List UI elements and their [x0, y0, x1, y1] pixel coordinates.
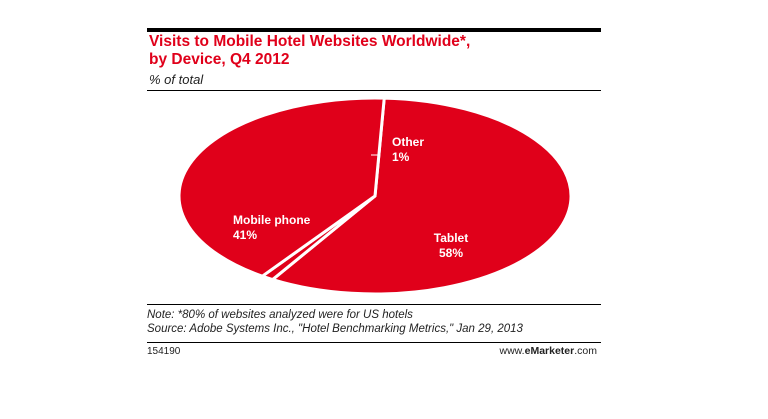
note-text: Note: *80% of websites analyzed were for…	[147, 309, 413, 321]
subtitle-rule	[147, 90, 601, 91]
chart-subtitle: % of total	[149, 72, 204, 87]
pie-slice-mobile-phone	[177, 96, 386, 278]
title-line-1: Visits to Mobile Hotel Websites Worldwid…	[149, 33, 471, 50]
slice-value-tablet: 58%	[439, 246, 463, 260]
slice-label-mobile-phone: Mobile phone	[233, 213, 311, 227]
note-rule	[147, 304, 601, 305]
slice-label-other: Other	[392, 135, 424, 149]
slice-value-mobile-phone: 41%	[233, 228, 257, 242]
slice-value-other: 1%	[392, 150, 410, 164]
chart-frame: Visits to Mobile Hotel Websites Worldwid…	[147, 28, 601, 358]
notes-block: Note: *80% of websites analyzed were for…	[147, 308, 523, 336]
pie-slice-tablet	[271, 96, 573, 296]
slice-label-tablet: Tablet	[434, 231, 468, 245]
source-text: Source: Adobe Systems Inc., "Hotel Bench…	[147, 323, 523, 335]
bottom-rule	[147, 342, 601, 343]
brand-name: eMarketer	[524, 345, 575, 357]
title-line-2: by Device, Q4 2012	[149, 51, 290, 68]
chart-title: Visits to Mobile Hotel Websites Worldwid…	[149, 33, 470, 69]
brand-link[interactable]: www.eMarketer.com	[500, 345, 597, 357]
chart-id: 154190	[147, 346, 181, 357]
brand-suffix: .com	[574, 345, 597, 357]
brand-prefix: www.	[499, 345, 525, 357]
top-rule	[147, 28, 601, 32]
